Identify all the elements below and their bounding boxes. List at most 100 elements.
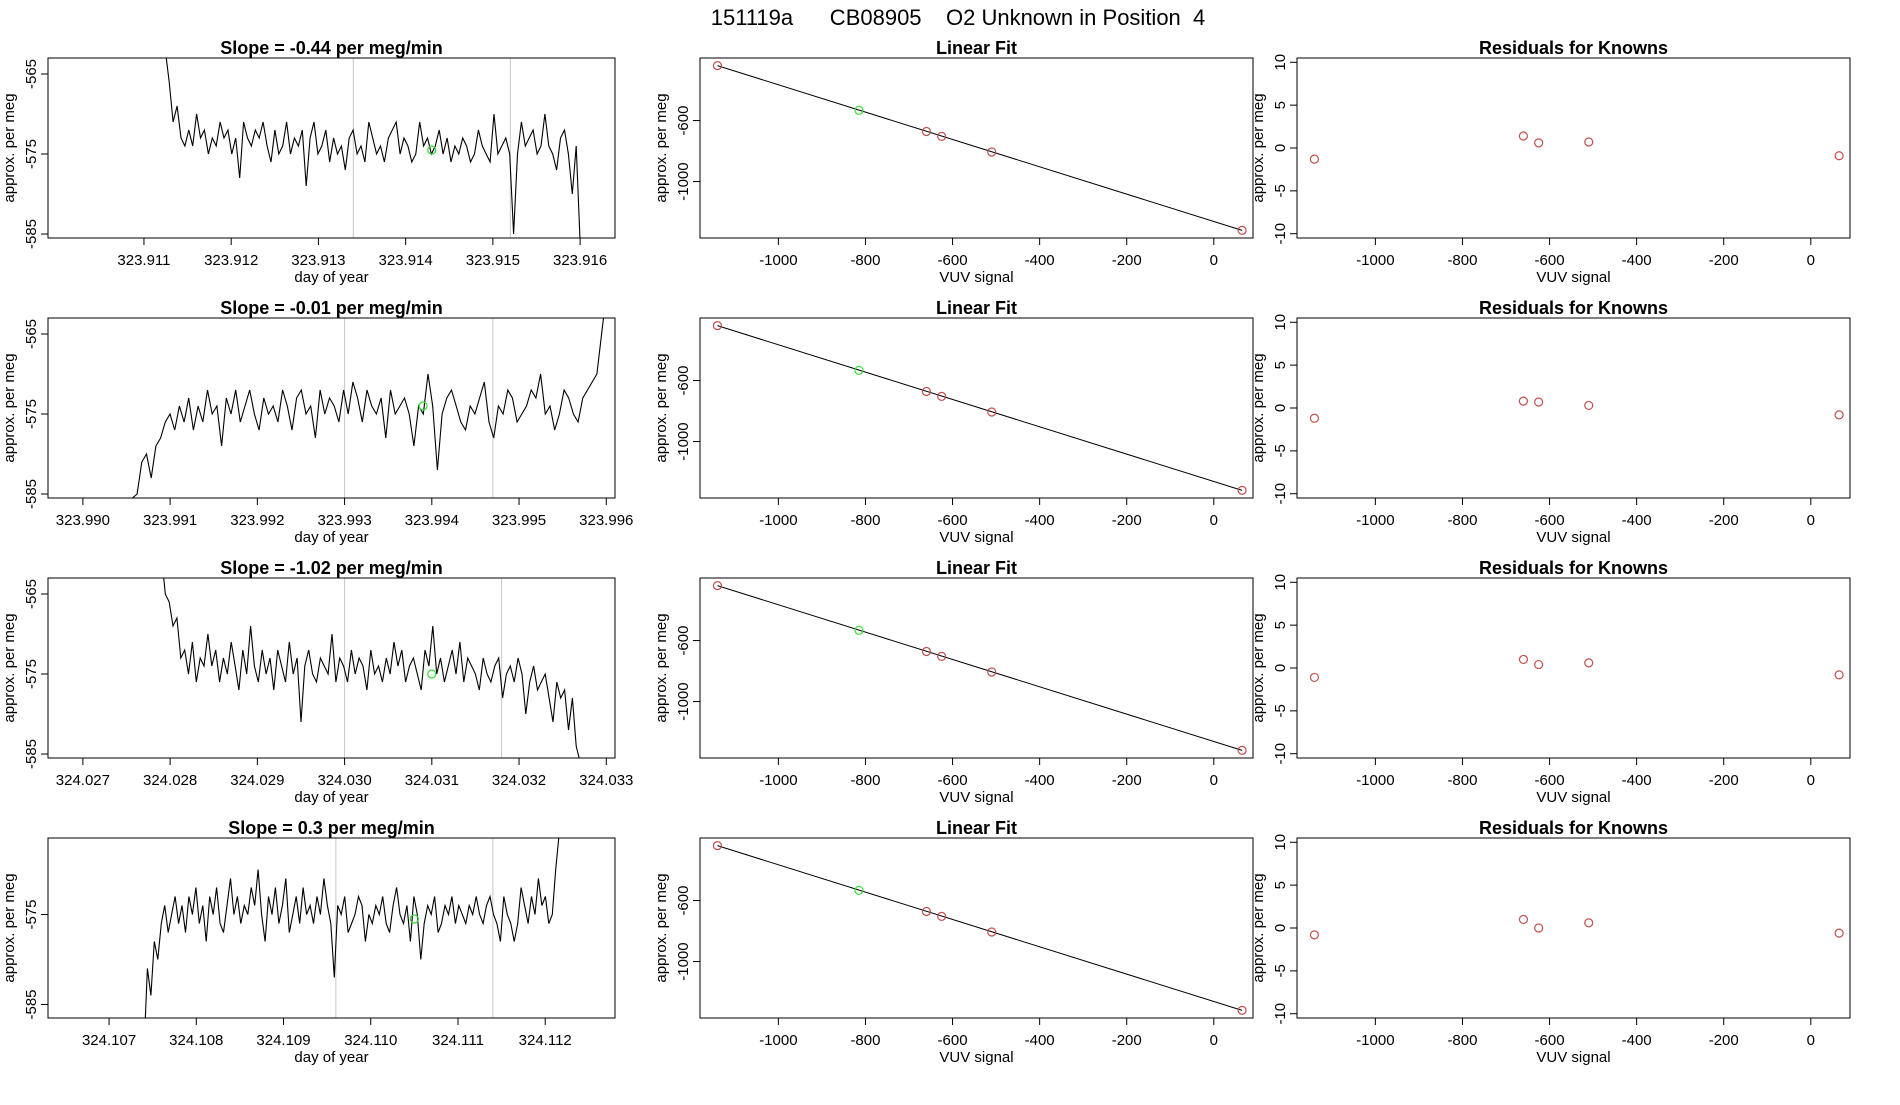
- x-axis-label: VUV signal: [939, 269, 1013, 286]
- x-tick-label: 323.915: [466, 252, 520, 269]
- plot-area: [712, 321, 1247, 495]
- panel-r1-linear_fit: Linear Fit -1000 -800 -600 -400 -200 0 VUV sign…: [653, 38, 1254, 286]
- x-tick-label: -400: [1025, 512, 1055, 529]
- x-tick-label: 323.990: [56, 512, 110, 529]
- known-point: [1237, 1005, 1247, 1015]
- y-tick-label: -575: [23, 139, 40, 169]
- unknown-point: [854, 105, 864, 115]
- x-tick-label: 324.107: [82, 1032, 136, 1049]
- known-point: [1309, 672, 1320, 683]
- x-tick-label: 324.112: [519, 1032, 572, 1049]
- plot-area: [1309, 914, 1844, 940]
- plot-frame: [699, 317, 1254, 499]
- panel-title: Residuals for Knowns: [1479, 38, 1668, 58]
- x-axis-label: day of year: [294, 529, 368, 546]
- x-tick-label: 0: [1210, 1032, 1218, 1049]
- y-tick-label: -600: [675, 626, 692, 656]
- x-tick-label: -1000: [759, 512, 797, 529]
- y-tick-label: -565: [23, 59, 40, 89]
- known-point: [1534, 138, 1544, 148]
- x-tick-label: 324.030: [317, 772, 371, 789]
- x-tick-label: -600: [1535, 772, 1565, 789]
- known-point: [937, 651, 947, 662]
- known-point: [921, 126, 932, 137]
- x-tick-label: -800: [1447, 1032, 1477, 1049]
- plot-frame: [1296, 837, 1851, 1019]
- x-tick-label: 324.110: [344, 1032, 397, 1049]
- panel-title: Slope = -0.44 per meg/min: [220, 38, 443, 58]
- y-tick-label: 5: [1272, 361, 1289, 369]
- x-axis-label: VUV signal: [1536, 789, 1610, 806]
- panel-title: Linear Fit: [936, 38, 1017, 58]
- fit-line: [717, 325, 1243, 491]
- x-tick-label: -600: [1535, 1032, 1565, 1049]
- panel-r4-residuals: Residuals for Knowns-1000 -800 -600 -400 -20…: [1250, 818, 1851, 1066]
- x-tick-label: 0: [1807, 772, 1815, 789]
- y-tick-label: 10: [1272, 54, 1289, 71]
- x-tick-label: 324.108: [169, 1032, 223, 1049]
- y-tick-label: -1000: [675, 682, 692, 720]
- panel-r2-slope: Slope = -0.01 per meg/min 323.990 323.991 3…: [1, 298, 633, 546]
- y-axis-label: approx. per meg: [653, 93, 670, 202]
- x-tick-label: -1000: [1356, 252, 1394, 269]
- known-point: [987, 407, 997, 417]
- plot-area: [712, 581, 1247, 755]
- panel-title: Slope = -0.01 per meg/min: [220, 298, 443, 318]
- known-point: [712, 61, 723, 71]
- known-point: [987, 927, 997, 937]
- x-tick-label: -1000: [759, 1032, 797, 1049]
- y-tick-label: -10: [1272, 743, 1289, 765]
- x-tick-label: 323.994: [405, 512, 459, 529]
- y-tick-label: 0: [1272, 924, 1289, 932]
- fit-line: [717, 585, 1243, 751]
- known-point: [1534, 659, 1544, 670]
- page-title: 151119a CB08905 O2 Unknown in Position 4: [711, 5, 1206, 30]
- known-point: [921, 386, 932, 397]
- x-tick-label: 0: [1807, 252, 1815, 269]
- x-tick-label: -400: [1622, 1032, 1652, 1049]
- y-tick-label: -565: [23, 319, 40, 349]
- plot-area: [1309, 396, 1844, 423]
- x-tick-label: 0: [1210, 512, 1218, 529]
- y-tick-label: -575: [23, 659, 40, 689]
- panel-title: Linear Fit: [936, 558, 1017, 578]
- x-tick-label: -200: [1709, 512, 1739, 529]
- known-point: [921, 906, 932, 917]
- x-tick-label: 0: [1807, 1032, 1815, 1049]
- x-tick-label: 323.991: [143, 512, 197, 529]
- x-tick-label: -1000: [759, 772, 797, 789]
- panel-title: Slope = 0.3 per meg/min: [228, 818, 435, 838]
- y-tick-label: -600: [675, 106, 692, 136]
- panel-title: Slope = -1.02 per meg/min: [220, 558, 443, 578]
- panel-r2-linear_fit: Linear Fit -1000 -800 -600 -400 -200 0 VUV sign…: [653, 298, 1254, 546]
- known-point: [937, 911, 947, 922]
- fit-line: [717, 65, 1243, 231]
- y-axis-label: approx. per meg: [1, 613, 18, 722]
- x-tick-label: -600: [1535, 512, 1565, 529]
- known-point: [1834, 670, 1844, 680]
- x-tick-label: 323.995: [492, 512, 546, 529]
- y-tick-label: -585: [23, 479, 40, 509]
- y-axis-label: approx. per meg: [653, 613, 670, 722]
- known-point: [712, 581, 723, 591]
- x-tick-label: 323.993: [317, 512, 371, 529]
- unknown-point: [409, 914, 419, 924]
- x-tick-label: -200: [1112, 512, 1142, 529]
- panel-title: Residuals for Knowns: [1479, 558, 1668, 578]
- x-tick-label: 324.111: [432, 1032, 484, 1049]
- panel-r3-slope: Slope = -1.02 per meg/min 324.027 324.028 3…: [1, 558, 633, 806]
- plot-area: [1309, 131, 1844, 164]
- x-tick-label: 0: [1210, 772, 1218, 789]
- unknown-point: [854, 625, 864, 635]
- x-tick-label: 323.914: [379, 252, 433, 269]
- x-tick-label: -400: [1025, 252, 1055, 269]
- y-tick-label: -5: [1272, 444, 1289, 457]
- known-point: [1584, 918, 1594, 928]
- x-tick-label: -1000: [1356, 1032, 1394, 1049]
- x-tick-label: -800: [1447, 512, 1477, 529]
- x-tick-label: -800: [850, 512, 880, 529]
- y-tick-label: -575: [23, 899, 40, 929]
- y-axis-label: approx. per meg: [1250, 873, 1267, 982]
- known-point: [1237, 225, 1247, 235]
